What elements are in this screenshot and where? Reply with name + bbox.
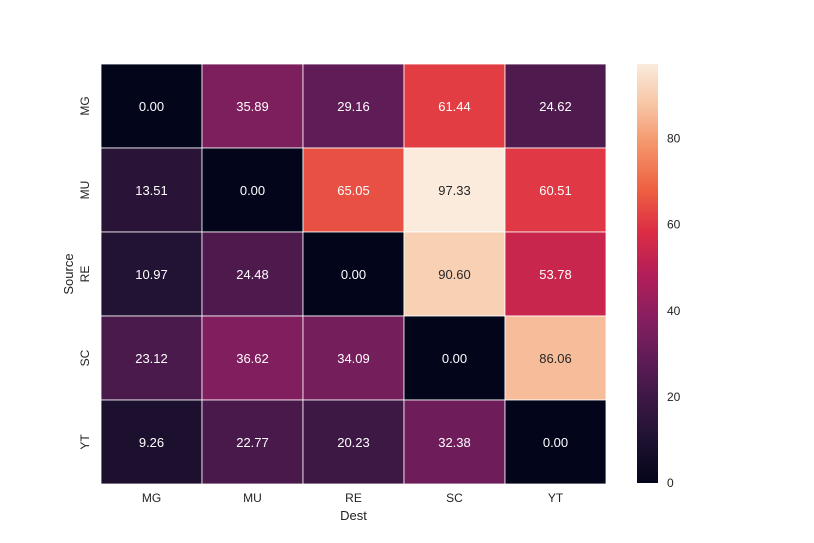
heatmap-cell bbox=[302, 147, 405, 233]
heatmap-cell bbox=[302, 399, 405, 485]
cell-value-label: 35.89 bbox=[236, 99, 269, 114]
heatmap-cell bbox=[201, 231, 304, 317]
heatmap-cell bbox=[100, 63, 203, 149]
heatmap-cell bbox=[302, 315, 405, 401]
x-axis-ticks: MG MU RE SC YT bbox=[142, 491, 564, 505]
cell-value-label: 9.26 bbox=[139, 435, 164, 450]
cell-value-label: 0.00 bbox=[543, 435, 568, 450]
heatmap-cell bbox=[504, 315, 607, 401]
cell-value-label: 36.62 bbox=[236, 351, 269, 366]
x-axis-title: Dest bbox=[340, 508, 367, 523]
colorbar-ticks: 0 20 40 60 80 bbox=[667, 132, 681, 490]
x-tick-label: YT bbox=[548, 491, 564, 505]
heatmap-cell bbox=[201, 399, 304, 485]
cell-value-label: 61.44 bbox=[438, 99, 471, 114]
heatmap-cell bbox=[100, 399, 203, 485]
y-tick-label: SC bbox=[78, 349, 92, 366]
heatmap-cell bbox=[201, 315, 304, 401]
x-tick-label: RE bbox=[345, 491, 362, 505]
y-tick-label: YT bbox=[78, 434, 92, 450]
colorbar bbox=[637, 64, 658, 483]
x-tick-label: SC bbox=[446, 491, 463, 505]
colorbar-tick-label: 0 bbox=[667, 476, 674, 490]
cell-value-label: 53.78 bbox=[539, 267, 572, 282]
heatmap-cell bbox=[504, 147, 607, 233]
heatmap-cell bbox=[302, 231, 405, 317]
heatmap-cell bbox=[504, 399, 607, 485]
heatmap-cell bbox=[100, 147, 203, 233]
colorbar-tick-label: 60 bbox=[667, 218, 681, 232]
heatmap-cell bbox=[403, 231, 506, 317]
y-axis-title: Source bbox=[61, 253, 76, 294]
x-tick-label: MU bbox=[243, 491, 262, 505]
heatmap-cell bbox=[302, 63, 405, 149]
cell-value-label: 29.16 bbox=[337, 99, 370, 114]
y-axis-ticks: MG MU RE SC YT bbox=[78, 96, 92, 449]
x-tick-label: MG bbox=[142, 491, 161, 505]
cell-value-label: 23.12 bbox=[135, 351, 168, 366]
colorbar-tick-label: 80 bbox=[667, 132, 681, 146]
cell-value-label: 65.05 bbox=[337, 183, 370, 198]
cell-value-label: 60.51 bbox=[539, 183, 572, 198]
cell-value-label: 24.62 bbox=[539, 99, 572, 114]
cell-value-label: 20.23 bbox=[337, 435, 370, 450]
cell-value-label: 0.00 bbox=[139, 99, 164, 114]
cell-value-label: 0.00 bbox=[442, 351, 467, 366]
cell-value-label: 22.77 bbox=[236, 435, 269, 450]
cell-value-label: 0.00 bbox=[240, 183, 265, 198]
cell-value-label: 0.00 bbox=[341, 267, 366, 282]
cell-value-label: 90.60 bbox=[438, 267, 471, 282]
heatmap-cell bbox=[403, 315, 506, 401]
heatmap-cell bbox=[504, 63, 607, 149]
y-tick-label: RE bbox=[78, 266, 92, 283]
colorbar-tick-label: 40 bbox=[667, 304, 681, 318]
cell-value-label: 86.06 bbox=[539, 351, 572, 366]
cell-value-label: 10.97 bbox=[135, 267, 168, 282]
cell-value-label: 97.33 bbox=[438, 183, 471, 198]
cell-value-label: 32.38 bbox=[438, 435, 471, 450]
cell-value-label: 13.51 bbox=[135, 183, 168, 198]
y-tick-label: MU bbox=[78, 181, 92, 200]
cell-value-label: 34.09 bbox=[337, 351, 370, 366]
colorbar-tick-label: 20 bbox=[667, 390, 681, 404]
y-tick-label: MG bbox=[78, 96, 92, 115]
heatmap-cell bbox=[403, 63, 506, 149]
cell-value-label: 24.48 bbox=[236, 267, 269, 282]
heatmap-cell bbox=[504, 231, 607, 317]
heatmap-cells: 0.00 35.89 29.16 61.44 24.62 13.51 0.00 65.05 97… bbox=[100, 63, 607, 485]
heatmap-cell bbox=[100, 315, 203, 401]
heatmap-cell bbox=[201, 63, 304, 149]
